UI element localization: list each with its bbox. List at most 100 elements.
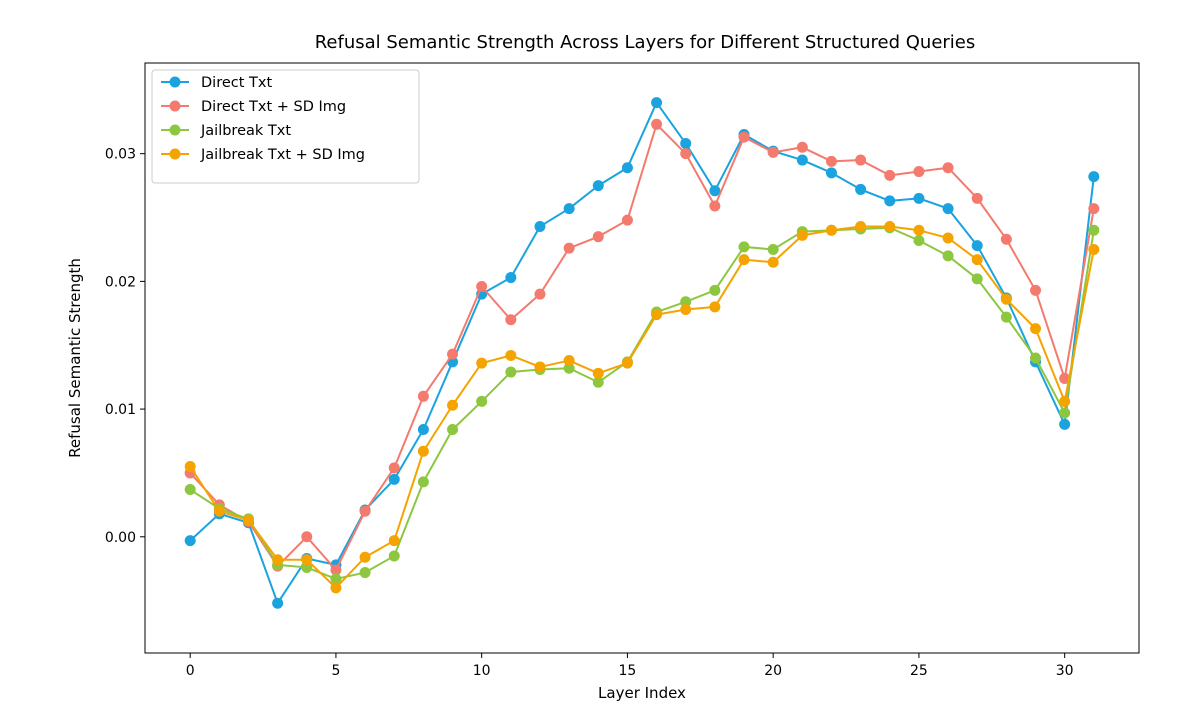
data-point xyxy=(476,280,488,292)
data-point xyxy=(796,229,808,241)
data-point xyxy=(971,254,983,266)
data-point xyxy=(913,235,925,247)
data-point xyxy=(184,484,196,496)
data-point xyxy=(884,220,896,232)
data-point xyxy=(301,561,313,573)
data-point xyxy=(534,220,546,232)
legend-item: Jailbreak Txt + SD Img xyxy=(161,147,365,163)
legend-item: Direct Txt + SD Img xyxy=(161,99,346,115)
data-point xyxy=(242,514,254,526)
legend-label: Direct Txt + SD Img xyxy=(201,99,346,115)
data-point xyxy=(417,390,429,402)
data-point xyxy=(942,162,954,174)
series-line xyxy=(189,226,1095,580)
data-point xyxy=(184,535,196,547)
y-axis-label: Refusal Semantic Strength xyxy=(66,258,84,458)
legend: Direct Txt Direct Txt + SD Img Jailbreak T… xyxy=(151,69,420,184)
legend-marker xyxy=(169,76,181,88)
data-point xyxy=(563,242,575,254)
data-point xyxy=(971,273,983,285)
data-point xyxy=(738,131,750,143)
data-point xyxy=(767,256,779,268)
data-point xyxy=(563,203,575,215)
data-point xyxy=(1030,323,1042,335)
data-point xyxy=(330,582,342,594)
series-line xyxy=(189,123,1095,571)
chart-title: Refusal Semantic Strength Across Layers … xyxy=(315,32,976,53)
legend-item: Direct Txt xyxy=(161,75,272,91)
data-point xyxy=(738,254,750,266)
data-point xyxy=(534,361,546,373)
data-point xyxy=(272,554,284,566)
legend-marker xyxy=(169,100,181,112)
data-point xyxy=(1000,311,1012,323)
data-point xyxy=(388,473,400,485)
data-point xyxy=(476,395,488,407)
y-tick-label: 0.02 xyxy=(105,274,136,290)
data-point xyxy=(621,162,633,174)
data-point xyxy=(592,376,604,388)
data-point xyxy=(1088,224,1100,236)
legend-marker xyxy=(169,148,181,160)
data-point xyxy=(417,445,429,457)
axis-ticks: 0 5 10 15 20 25 30 0.00 0.01 0.02 0.03 xyxy=(105,147,1074,679)
data-point xyxy=(1059,372,1071,384)
plot-area-frame xyxy=(144,62,1140,654)
data-point xyxy=(942,232,954,244)
data-point xyxy=(942,203,954,215)
data-point xyxy=(1088,203,1100,215)
data-point xyxy=(855,220,867,232)
data-point xyxy=(1059,418,1071,430)
data-point xyxy=(651,309,663,321)
data-point xyxy=(301,554,313,566)
data-point xyxy=(447,424,459,436)
legend-label: Jailbreak Txt xyxy=(200,123,291,139)
data-point xyxy=(913,224,925,236)
y-tick-label: 0.01 xyxy=(105,402,136,418)
data-point xyxy=(592,367,604,379)
data-point xyxy=(272,597,284,609)
data-point xyxy=(680,296,692,308)
data-point xyxy=(709,301,721,313)
data-point xyxy=(855,154,867,166)
legend-item: Jailbreak Txt xyxy=(161,123,291,139)
data-point xyxy=(563,362,575,374)
data-point xyxy=(651,97,663,109)
data-point xyxy=(1000,233,1012,245)
data-point xyxy=(330,573,342,585)
data-point xyxy=(213,505,225,517)
x-axis-label: Layer Index xyxy=(598,684,686,702)
data-point xyxy=(417,424,429,436)
data-point xyxy=(855,183,867,195)
series-3 xyxy=(184,220,1100,594)
data-point xyxy=(796,141,808,153)
legend-label: Jailbreak Txt + SD Img xyxy=(200,147,365,163)
x-tick-label: 20 xyxy=(764,663,782,679)
plot-series xyxy=(184,97,1100,609)
data-point xyxy=(359,505,371,517)
data-point xyxy=(330,564,342,576)
data-point xyxy=(359,567,371,579)
data-point xyxy=(884,169,896,181)
data-point xyxy=(1059,395,1071,407)
data-point xyxy=(476,357,488,369)
data-point xyxy=(359,551,371,563)
data-point xyxy=(651,118,663,130)
x-tick-label: 5 xyxy=(331,663,340,679)
data-point xyxy=(388,550,400,562)
data-point xyxy=(621,357,633,369)
data-point xyxy=(767,243,779,255)
data-point xyxy=(738,241,750,253)
data-point xyxy=(680,148,692,160)
data-point xyxy=(563,355,575,367)
data-point xyxy=(709,284,721,296)
data-point xyxy=(913,166,925,178)
data-point xyxy=(388,535,400,547)
data-point xyxy=(301,531,313,543)
data-point xyxy=(709,185,721,197)
data-point xyxy=(621,214,633,226)
data-point xyxy=(447,399,459,411)
legend-marker xyxy=(169,124,181,136)
data-point xyxy=(505,349,517,361)
